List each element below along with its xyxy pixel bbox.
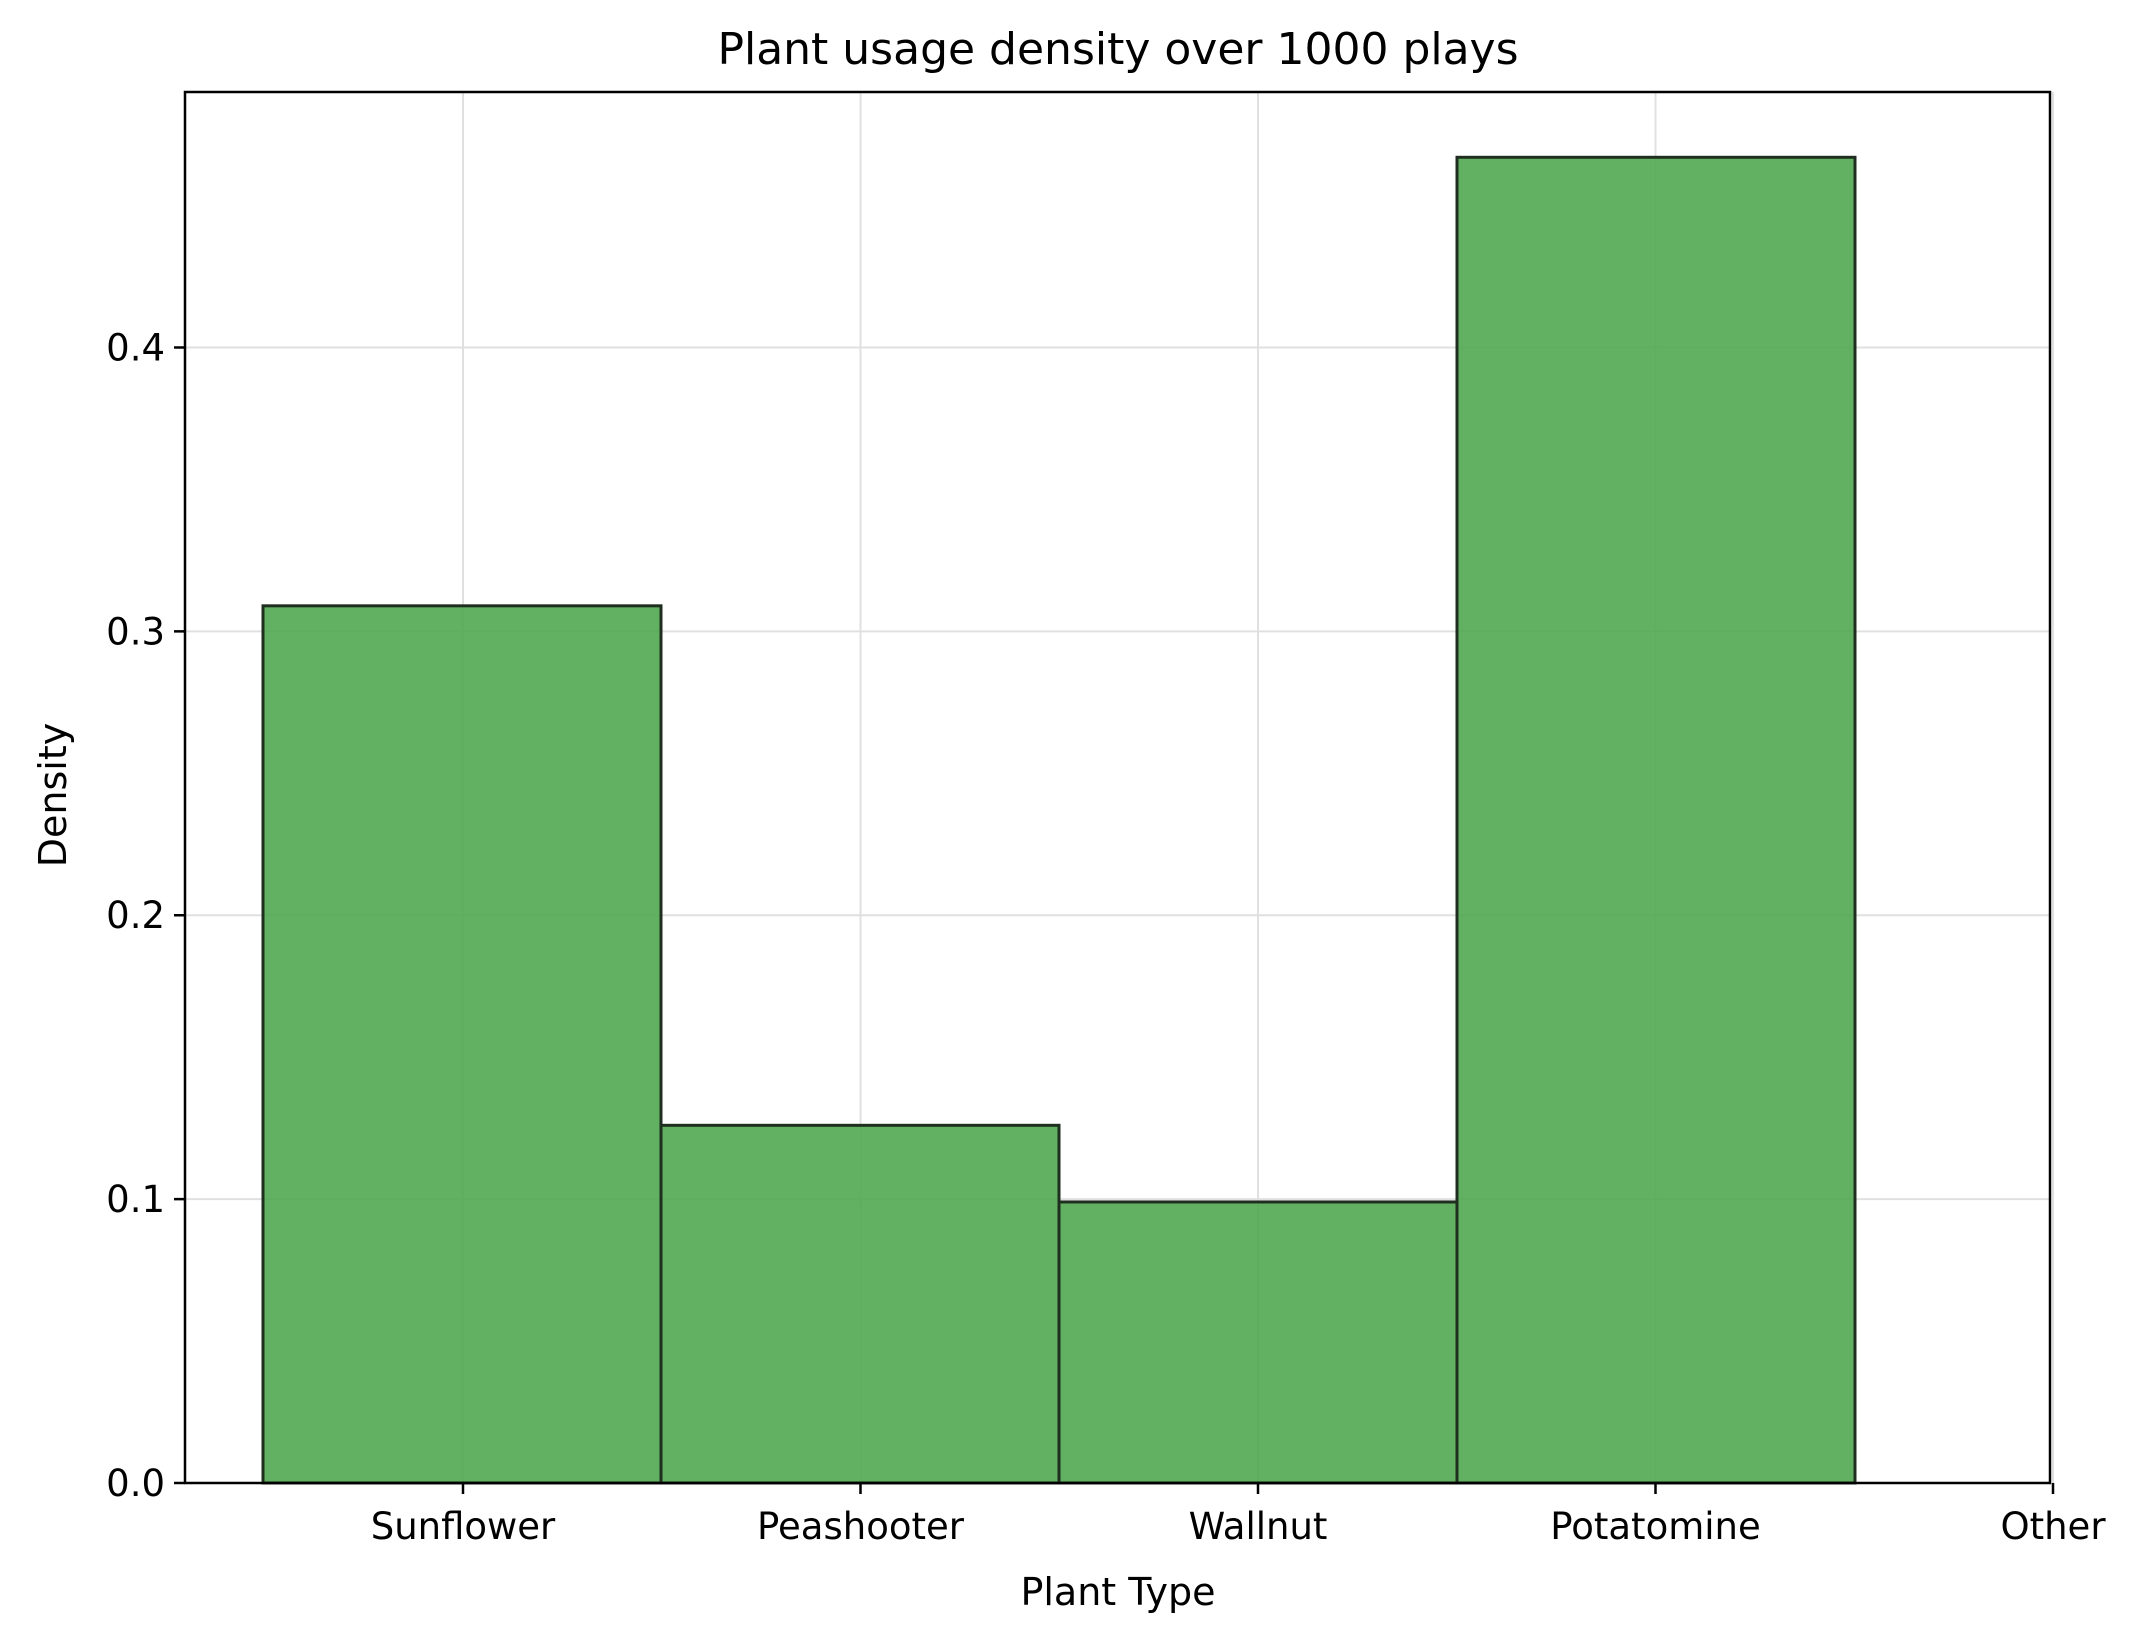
bar-sunflower (261, 604, 663, 1485)
x-tick-labels: Sunflower Peashooter Wallnut Potatomine Othe… (371, 1505, 2107, 1548)
chart-title: Plant usage density over 1000 plays (717, 24, 1518, 75)
y-tick-labels: 0.0 0.1 0.2 0.3 0.4 (106, 326, 165, 1505)
x-axis-label: Plant Type (1020, 1570, 1215, 1614)
y-tick-label: 0.0 (106, 1462, 165, 1505)
x-tick-label: Other (2000, 1505, 2106, 1548)
bar-potatomine (1455, 155, 1857, 1485)
y-axis-label: Density (31, 723, 75, 867)
y-tick-label: 0.2 (106, 894, 165, 937)
y-tick-label: 0.3 (106, 610, 165, 653)
bars (261, 155, 1857, 1485)
bar-peashooter (659, 1123, 1061, 1485)
x-tick-label: Peashooter (757, 1505, 965, 1548)
x-tick-label: Sunflower (371, 1505, 556, 1548)
y-tick-label: 0.1 (106, 1178, 165, 1221)
y-tick-label: 0.4 (106, 326, 165, 369)
x-tick-label: Wallnut (1189, 1505, 1328, 1548)
bar-wallnut (1057, 1200, 1459, 1485)
tick-marks (174, 346, 2055, 1494)
plot-frame (183, 90, 2052, 1485)
x-tick-label: Potatomine (1550, 1505, 1761, 1548)
